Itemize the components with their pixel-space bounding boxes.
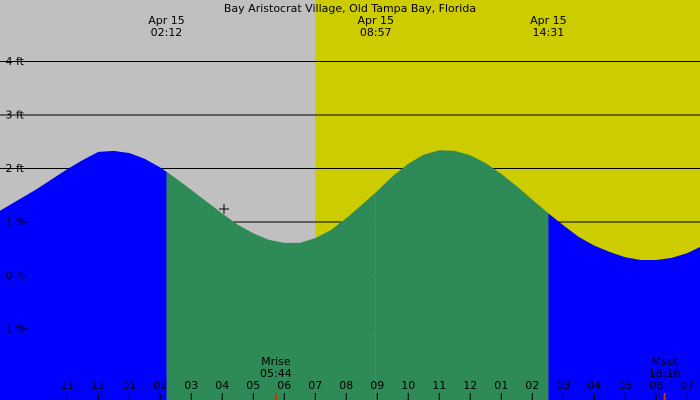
x-tick-label: 04: [215, 379, 229, 392]
chart-title: Bay Aristocrat Village, Old Tampa Bay, F…: [224, 2, 476, 15]
x-tick-label: 11: [60, 379, 74, 392]
x-tick-label: 10: [401, 379, 415, 392]
x-tick-label: 11: [432, 379, 446, 392]
x-tick-label: 12: [91, 379, 105, 392]
extreme-date: Apr 15: [148, 14, 185, 27]
x-tick-label: 03: [556, 379, 570, 392]
y-tick-label: -1 ft: [2, 323, 25, 336]
x-tick-label: 05: [246, 379, 260, 392]
moon-event-label: Mset: [651, 355, 678, 368]
x-tick-label: 01: [122, 379, 136, 392]
rising-tide-area: [0, 150, 167, 400]
extreme-date: Apr 15: [357, 14, 394, 27]
y-axis: -1 ft 0 ft 1 ft 2 ft 3 ft 4 ft: [2, 55, 28, 336]
x-tick-label: 07: [308, 379, 322, 392]
extreme-time: 02:12: [151, 26, 183, 39]
falling-tide-area: [375, 150, 549, 400]
x-tick-label: 06: [277, 379, 291, 392]
moon-event-label: Mrise: [261, 355, 291, 368]
y-tick-label: 2 ft: [6, 162, 25, 175]
x-tick-label: 09: [370, 379, 384, 392]
moon-event-time: 18:16: [649, 367, 681, 380]
tide-areas: [0, 150, 700, 400]
x-tick-label: 12: [463, 379, 477, 392]
moon-event-time: 05:44: [260, 367, 292, 380]
extreme-time: 14:31: [533, 26, 565, 39]
x-tick-label: 05: [618, 379, 632, 392]
x-tick-label: 02: [525, 379, 539, 392]
rising-tide-area: [548, 213, 700, 400]
cursor-crosshair: [219, 204, 229, 214]
x-tick-label: 02: [153, 379, 167, 392]
x-tick-label: 08: [339, 379, 353, 392]
x-tick-label: 06: [649, 379, 663, 392]
x-tick-label: 01: [494, 379, 508, 392]
x-tick-label: 07: [680, 379, 694, 392]
y-tick-label: 3 ft: [6, 109, 25, 122]
extreme-date: Apr 15: [530, 14, 567, 27]
x-tick-label: 03: [184, 379, 198, 392]
y-tick-label: 0 ft: [6, 269, 25, 282]
y-tick-label: 4 ft: [6, 55, 25, 68]
falling-tide-area: [166, 171, 376, 400]
y-tick-label: 1 ft: [6, 216, 25, 229]
extreme-time: 08:57: [360, 26, 392, 39]
x-tick-label: 04: [587, 379, 601, 392]
x-axis: 11 12 01 02 03 04 05 06 07 08 09 10 11 12 01 02 03 04 05 06…: [60, 379, 694, 400]
